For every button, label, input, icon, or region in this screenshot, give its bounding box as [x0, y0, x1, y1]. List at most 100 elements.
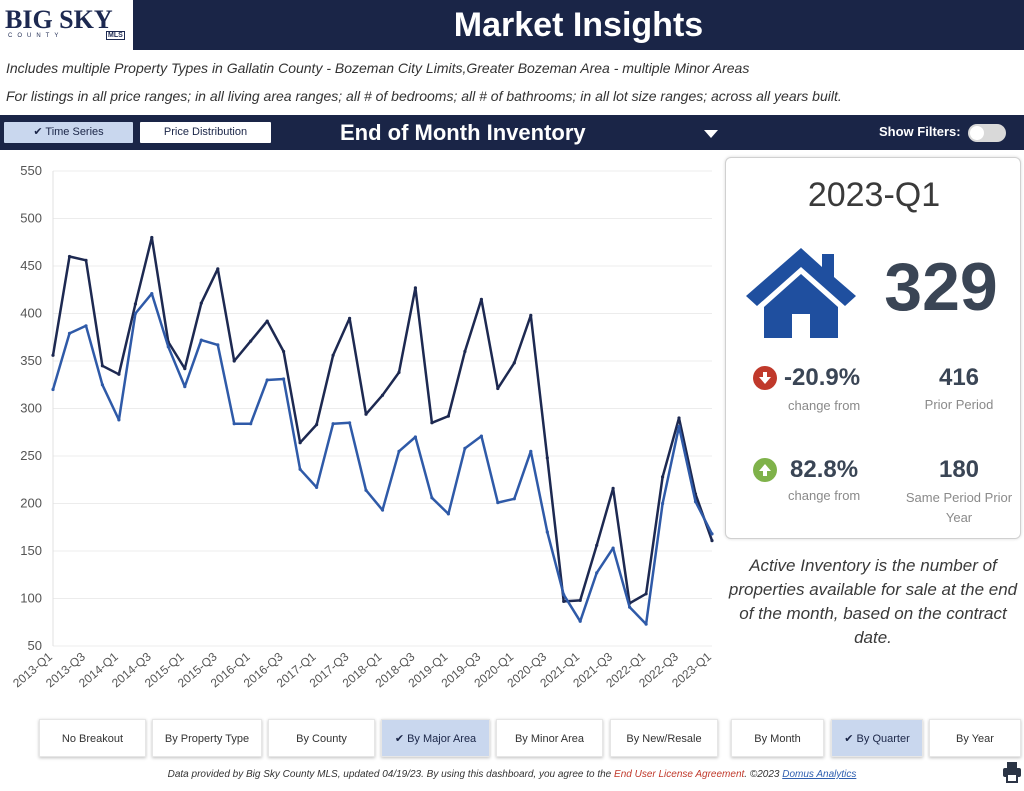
- data-point[interactable]: [249, 339, 253, 343]
- data-point[interactable]: [51, 353, 55, 357]
- data-point[interactable]: [578, 619, 582, 623]
- breakout-month-button[interactable]: By Month: [731, 719, 824, 757]
- data-point[interactable]: [364, 488, 368, 492]
- data-point[interactable]: [331, 353, 335, 357]
- data-point[interactable]: [216, 343, 220, 347]
- data-point[interactable]: [51, 387, 55, 392]
- data-point[interactable]: [413, 435, 417, 439]
- data-point[interactable]: [100, 383, 104, 387]
- data-point[interactable]: [496, 501, 500, 505]
- data-point[interactable]: [661, 475, 665, 479]
- data-point[interactable]: [232, 359, 236, 363]
- data-point[interactable]: [117, 418, 121, 422]
- data-point[interactable]: [183, 367, 187, 371]
- data-point[interactable]: [710, 539, 714, 543]
- data-point[interactable]: [298, 441, 302, 445]
- data-point[interactable]: [183, 385, 187, 389]
- metric-label: End of Month Inventory: [340, 120, 586, 145]
- data-point[interactable]: [315, 485, 319, 489]
- data-point[interactable]: [397, 449, 401, 453]
- data-point[interactable]: [199, 301, 203, 305]
- data-point[interactable]: [677, 416, 681, 420]
- data-point[interactable]: [562, 593, 566, 597]
- metric-dropdown[interactable]: End of Month Inventory: [334, 117, 724, 149]
- data-point[interactable]: [710, 532, 714, 536]
- data-point[interactable]: [265, 378, 269, 382]
- breakout-minor-area-button[interactable]: By Minor Area: [496, 719, 603, 757]
- breakout-year-button[interactable]: By Year: [929, 719, 1021, 757]
- data-point[interactable]: [348, 316, 352, 320]
- data-point[interactable]: [595, 543, 599, 547]
- data-point[interactable]: [315, 423, 319, 427]
- time-series-button[interactable]: ✔ Time Series: [4, 122, 133, 143]
- breakout-quarter-button[interactable]: ✔ By Quarter: [831, 719, 923, 757]
- data-point[interactable]: [380, 508, 385, 512]
- data-point[interactable]: [430, 421, 434, 425]
- data-point[interactable]: [479, 434, 483, 438]
- data-point[interactable]: [232, 422, 236, 426]
- data-point[interactable]: [479, 297, 483, 301]
- data-point[interactable]: [166, 345, 170, 349]
- data-point[interactable]: [545, 530, 549, 534]
- metric-description: Active Inventory is the number of proper…: [728, 556, 1018, 647]
- license-link[interactable]: End User License Agreement: [614, 769, 745, 780]
- data-point[interactable]: [545, 456, 549, 460]
- data-point[interactable]: [84, 324, 88, 328]
- data-point[interactable]: [199, 338, 203, 342]
- data-point[interactable]: [282, 377, 286, 381]
- breakout-new-resale-button[interactable]: By New/Resale: [610, 719, 718, 757]
- price-distribution-button[interactable]: Price Distribution: [140, 122, 271, 143]
- kpi-card: 2023-Q1 329 -20.9% change from 416 Prior…: [725, 157, 1021, 539]
- data-point[interactable]: [529, 449, 533, 453]
- printer-icon[interactable]: [1002, 761, 1022, 783]
- data-point[interactable]: [265, 319, 269, 323]
- data-point[interactable]: [380, 393, 385, 397]
- data-point[interactable]: [348, 421, 352, 425]
- data-point[interactable]: [298, 467, 302, 471]
- data-point[interactable]: [331, 422, 335, 426]
- data-point[interactable]: [628, 605, 632, 609]
- breakout-major-area-button[interactable]: ✔ By Major Area: [381, 719, 490, 757]
- data-point[interactable]: [693, 500, 698, 504]
- data-point[interactable]: [117, 372, 121, 376]
- breakout-none-button[interactable]: No Breakout: [39, 719, 146, 757]
- data-point[interactable]: [463, 349, 467, 354]
- data-point[interactable]: [413, 286, 417, 290]
- data-point[interactable]: [84, 258, 88, 262]
- data-point[interactable]: [282, 349, 286, 354]
- data-point[interactable]: [611, 486, 615, 490]
- data-point[interactable]: [216, 267, 220, 271]
- data-point[interactable]: [150, 292, 154, 296]
- data-point[interactable]: [364, 412, 368, 416]
- data-point[interactable]: [512, 361, 516, 365]
- same-period-label: Same Period Prior Year: [905, 490, 1013, 525]
- data-point[interactable]: [446, 414, 450, 418]
- data-point[interactable]: [67, 254, 72, 259]
- data-point[interactable]: [644, 622, 648, 626]
- data-point[interactable]: [529, 313, 533, 317]
- data-point[interactable]: [446, 512, 450, 516]
- data-point[interactable]: [463, 446, 467, 450]
- data-point[interactable]: [578, 598, 582, 602]
- data-point[interactable]: [677, 424, 681, 429]
- data-point[interactable]: [397, 370, 401, 374]
- domus-link[interactable]: Domus Analytics: [782, 769, 857, 780]
- data-point[interactable]: [100, 364, 104, 368]
- data-point[interactable]: [496, 386, 500, 391]
- data-point[interactable]: [661, 501, 665, 506]
- data-point[interactable]: [595, 571, 599, 575]
- breakout-property-type-button[interactable]: By Property Type: [152, 719, 262, 757]
- breakout-county-button[interactable]: By County: [268, 719, 375, 757]
- data-point[interactable]: [611, 546, 615, 550]
- data-point[interactable]: [644, 592, 648, 596]
- data-point[interactable]: [430, 496, 434, 500]
- data-point[interactable]: [249, 422, 253, 426]
- series-line-2[interactable]: [51, 292, 714, 626]
- data-point[interactable]: [512, 497, 516, 501]
- data-point[interactable]: [67, 331, 72, 335]
- data-point[interactable]: [562, 599, 566, 603]
- show-filters-toggle[interactable]: [968, 124, 1006, 142]
- data-point[interactable]: [150, 235, 154, 240]
- data-point[interactable]: [133, 311, 137, 316]
- data-point[interactable]: [133, 302, 137, 306]
